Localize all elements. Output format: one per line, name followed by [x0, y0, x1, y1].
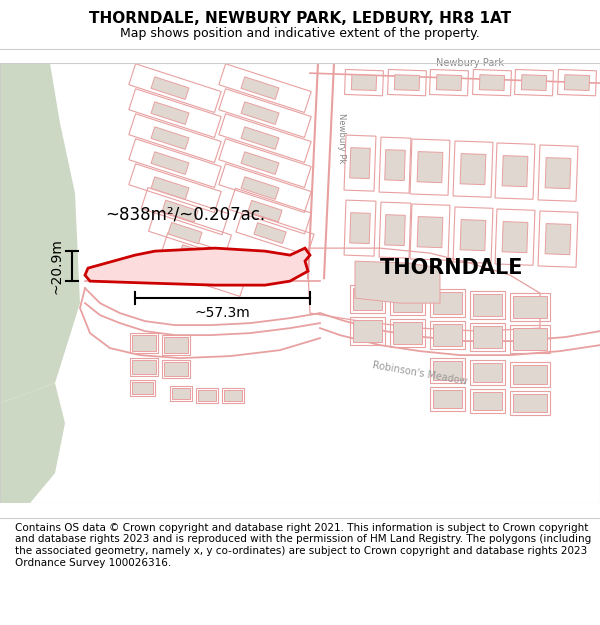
Text: ~57.3m: ~57.3m	[194, 306, 250, 320]
Bar	[513, 394, 547, 412]
Polygon shape	[460, 154, 486, 184]
Bar	[513, 365, 547, 384]
Bar	[132, 360, 156, 374]
Text: THORNDALE: THORNDALE	[380, 258, 523, 278]
Polygon shape	[151, 102, 189, 124]
Polygon shape	[545, 224, 571, 254]
Bar	[470, 323, 505, 351]
Polygon shape	[151, 177, 189, 199]
Bar	[510, 391, 550, 415]
Bar	[162, 360, 190, 378]
Text: Contains OS data © Crown copyright and database right 2021. This information is : Contains OS data © Crown copyright and d…	[15, 523, 591, 568]
Polygon shape	[394, 75, 419, 91]
Bar	[433, 390, 462, 408]
Bar	[513, 296, 547, 318]
Bar	[196, 388, 218, 403]
Bar	[473, 326, 502, 348]
Bar	[430, 358, 465, 383]
Text: ~20.9m: ~20.9m	[49, 238, 63, 294]
Text: Newbury Park: Newbury Park	[436, 58, 504, 68]
Polygon shape	[479, 75, 505, 91]
Bar	[353, 320, 382, 342]
Bar	[393, 290, 422, 312]
Bar	[130, 358, 158, 376]
Polygon shape	[417, 152, 443, 182]
Bar	[132, 382, 153, 394]
Text: Robinson's Meadow: Robinson's Meadow	[372, 360, 468, 386]
Polygon shape	[545, 158, 571, 189]
Bar	[510, 362, 550, 387]
Bar	[132, 335, 156, 351]
Polygon shape	[460, 219, 486, 251]
Bar	[130, 380, 155, 396]
Bar	[510, 293, 550, 321]
Polygon shape	[0, 383, 65, 503]
Bar	[470, 389, 505, 413]
Polygon shape	[385, 149, 405, 181]
Bar	[162, 335, 190, 355]
Polygon shape	[355, 261, 440, 303]
Bar	[430, 289, 465, 317]
Text: THORNDALE, NEWBURY PARK, LEDBURY, HR8 1AT: THORNDALE, NEWBURY PARK, LEDBURY, HR8 1A…	[89, 11, 511, 26]
Bar	[222, 388, 244, 403]
Bar	[350, 285, 385, 313]
Bar	[164, 337, 188, 353]
Bar	[164, 362, 188, 376]
Bar	[170, 386, 192, 401]
Bar	[430, 387, 465, 411]
Bar	[473, 294, 502, 316]
Bar	[130, 333, 158, 353]
Bar	[510, 325, 550, 353]
Polygon shape	[385, 214, 405, 246]
Polygon shape	[241, 77, 279, 99]
Bar	[473, 363, 502, 382]
Bar	[198, 390, 216, 401]
Polygon shape	[350, 148, 370, 179]
Polygon shape	[190, 265, 220, 285]
Polygon shape	[436, 75, 461, 91]
Polygon shape	[565, 75, 590, 91]
Bar	[390, 287, 425, 315]
Bar	[430, 321, 465, 349]
Bar	[393, 322, 422, 344]
Polygon shape	[241, 127, 279, 149]
Bar	[172, 388, 190, 399]
Text: ~838m²/~0.207ac.: ~838m²/~0.207ac.	[105, 205, 265, 223]
Polygon shape	[254, 222, 286, 244]
Bar	[470, 291, 505, 319]
Bar	[350, 317, 385, 345]
Polygon shape	[179, 245, 211, 266]
Polygon shape	[162, 200, 198, 222]
Bar	[433, 324, 462, 346]
Polygon shape	[502, 222, 528, 253]
Bar	[433, 292, 462, 314]
Polygon shape	[241, 177, 279, 199]
Bar	[390, 319, 425, 347]
Bar	[224, 390, 242, 401]
Bar	[513, 328, 547, 350]
Polygon shape	[151, 127, 189, 149]
Polygon shape	[85, 248, 310, 285]
Bar	[353, 288, 382, 310]
Polygon shape	[248, 201, 282, 222]
Bar	[470, 360, 505, 385]
Polygon shape	[352, 75, 377, 91]
Text: Newbury Pk: Newbury Pk	[337, 113, 346, 163]
Polygon shape	[168, 222, 202, 244]
Polygon shape	[521, 75, 547, 91]
Polygon shape	[151, 77, 189, 99]
Polygon shape	[151, 152, 189, 174]
Polygon shape	[417, 217, 443, 248]
Polygon shape	[241, 102, 279, 124]
Polygon shape	[241, 152, 279, 174]
Polygon shape	[0, 63, 80, 403]
Bar	[473, 392, 502, 410]
Polygon shape	[350, 213, 370, 244]
Text: Map shows position and indicative extent of the property.: Map shows position and indicative extent…	[120, 27, 480, 40]
Bar	[433, 361, 462, 380]
Polygon shape	[502, 156, 528, 187]
